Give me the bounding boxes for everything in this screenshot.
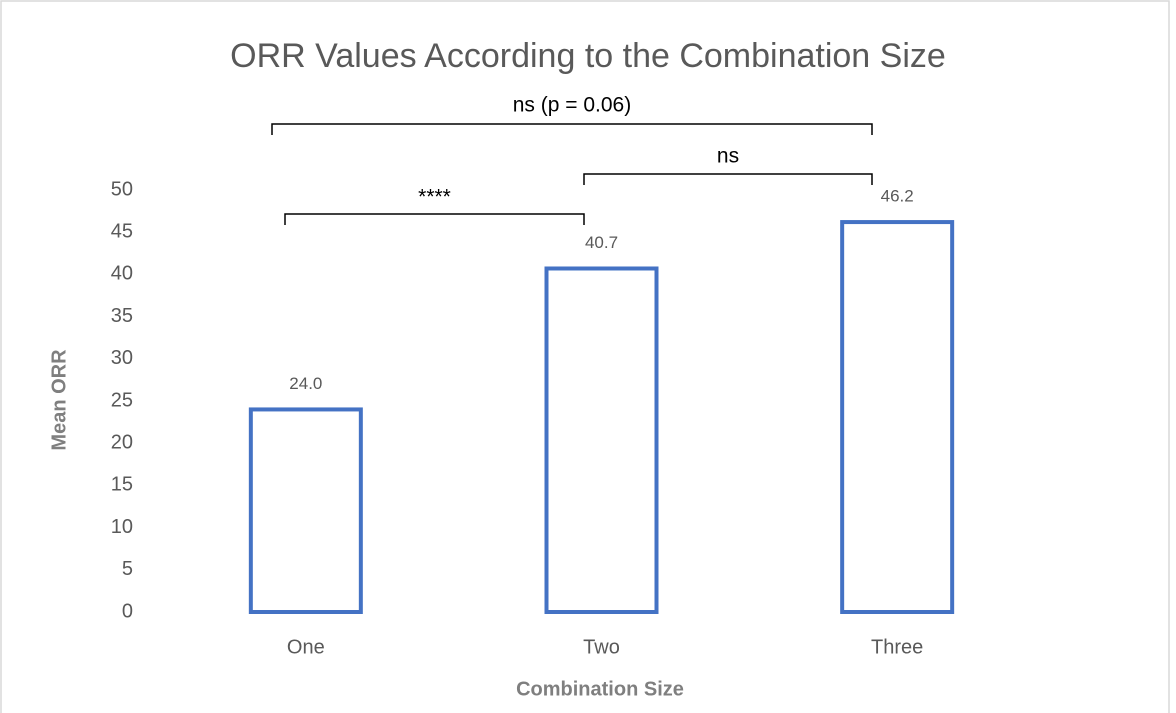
y-tick-label: 25 [111,389,133,411]
value-label: 24.0 [289,374,322,393]
y-tick-label: 5 [122,558,133,580]
y-tick-label: 45 [111,220,133,242]
y-tick-label: 15 [111,474,133,496]
x-tick-label: One [287,636,325,658]
y-tick-label: 50 [111,178,133,200]
y-tick-label: 30 [111,347,133,369]
bar [248,407,363,614]
y-tick-label: 0 [122,600,133,622]
x-tick-label: Two [583,636,620,658]
y-tick-label: 10 [111,516,133,538]
x-tick-label: Three [871,636,923,658]
significance-bracket [271,123,873,135]
significance-label: ns [717,145,739,168]
bar [840,220,955,615]
significance-bracket [583,173,873,185]
chart-title: ORR Values According to the Combination … [230,37,946,75]
y-axis-title: Mean ORR [48,349,70,451]
bar [544,266,659,614]
value-label: 46.2 [881,187,914,206]
significance-label: **** [418,186,451,209]
y-tick-label: 35 [111,305,133,327]
value-label: 40.7 [585,233,618,252]
y-tick-label: 40 [111,263,133,285]
significance-bracket [284,213,585,225]
significance-label: ns (p = 0.06) [513,94,631,117]
y-tick-label: 20 [111,431,133,453]
x-axis-title: Combination Size [516,678,684,700]
